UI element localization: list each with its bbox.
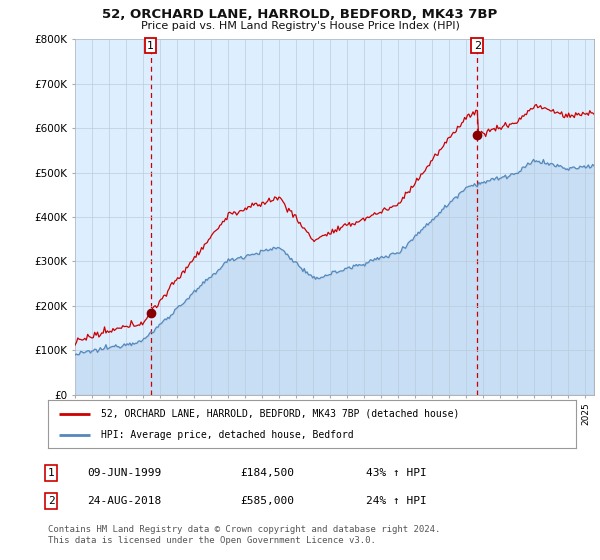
Text: 52, ORCHARD LANE, HARROLD, BEDFORD, MK43 7BP (detached house): 52, ORCHARD LANE, HARROLD, BEDFORD, MK43…: [101, 409, 459, 419]
Text: 09-JUN-1999: 09-JUN-1999: [87, 468, 161, 478]
Text: Price paid vs. HM Land Registry's House Price Index (HPI): Price paid vs. HM Land Registry's House …: [140, 21, 460, 31]
Text: 1: 1: [147, 40, 154, 50]
Text: 52, ORCHARD LANE, HARROLD, BEDFORD, MK43 7BP: 52, ORCHARD LANE, HARROLD, BEDFORD, MK43…: [103, 8, 497, 21]
Text: 2: 2: [474, 40, 481, 50]
Text: £184,500: £184,500: [240, 468, 294, 478]
Text: 24-AUG-2018: 24-AUG-2018: [87, 496, 161, 506]
Text: 1: 1: [47, 468, 55, 478]
Text: 43% ↑ HPI: 43% ↑ HPI: [366, 468, 427, 478]
Text: 2: 2: [47, 496, 55, 506]
Text: £585,000: £585,000: [240, 496, 294, 506]
Text: Contains HM Land Registry data © Crown copyright and database right 2024.
This d: Contains HM Land Registry data © Crown c…: [48, 525, 440, 545]
Text: HPI: Average price, detached house, Bedford: HPI: Average price, detached house, Bedf…: [101, 430, 353, 440]
Text: 24% ↑ HPI: 24% ↑ HPI: [366, 496, 427, 506]
